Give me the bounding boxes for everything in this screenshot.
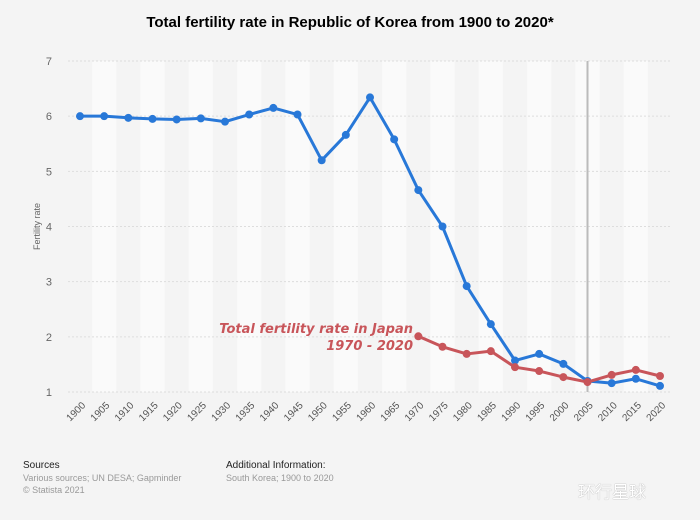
x-tick-label: 1965	[379, 400, 403, 424]
sources-block: Sources Various sources; UN DESA; Gapmin…	[23, 460, 181, 496]
data-point	[341, 130, 350, 139]
x-tick-label: 1940	[258, 400, 282, 424]
x-tick-label: 2020	[645, 400, 669, 424]
data-point	[462, 349, 471, 358]
sources-heading: Sources	[23, 460, 60, 471]
data-point	[221, 117, 229, 126]
x-tick-label: 1975	[427, 400, 451, 424]
data-point	[656, 381, 664, 390]
x-tick-label: 1925	[185, 400, 209, 424]
column-band	[527, 61, 552, 392]
data-point	[438, 222, 447, 231]
x-tick-label: 2010	[596, 400, 620, 424]
x-tick-label: 1915	[137, 400, 161, 424]
x-tick-label: 1920	[161, 400, 185, 424]
info-heading: Additional Information:	[226, 460, 326, 471]
data-point	[559, 359, 568, 368]
data-point	[366, 93, 374, 102]
data-point	[196, 114, 205, 123]
column-band	[623, 61, 648, 392]
data-point	[559, 373, 568, 382]
x-tick-label: 1985	[475, 400, 499, 424]
data-point	[535, 349, 544, 358]
y-tick-label: 7	[46, 56, 52, 68]
copyright[interactable]: © Statista 2021	[23, 485, 85, 495]
y-axis-label: Fertility rate	[32, 203, 42, 250]
info-text: South Korea; 1900 to 2020	[226, 473, 334, 483]
annotation-line2: 1970 - 2020	[326, 339, 413, 354]
data-point	[124, 113, 133, 122]
data-point	[245, 110, 254, 119]
data-point	[631, 374, 640, 383]
data-point	[631, 365, 640, 374]
x-tick-label: 1900	[65, 400, 89, 424]
x-tick-label: 1970	[403, 400, 427, 424]
x-tick-label: 1950	[306, 400, 330, 424]
chart-title: Total fertility rate in Republic of Kore…	[146, 14, 554, 31]
x-tick-label: 1960	[355, 400, 379, 424]
x-tick-label: 2005	[572, 400, 596, 424]
sources-text: Various sources; UN DESA; Gapminder	[23, 473, 182, 483]
data-point	[607, 379, 616, 388]
data-point	[414, 332, 423, 341]
column-band	[478, 61, 503, 392]
x-tick-label: 2015	[620, 400, 644, 424]
annotation-line1: Total fertility rate in Japan	[219, 322, 413, 337]
y-tick-label: 2	[46, 332, 52, 344]
data-point	[438, 342, 447, 351]
data-point	[583, 378, 592, 387]
column-band	[382, 61, 407, 392]
y-tick-label: 4	[46, 222, 52, 234]
x-tick-label: 1945	[282, 400, 306, 424]
y-tick-label: 6	[46, 111, 52, 123]
x-tick-label: 1995	[524, 400, 548, 424]
data-point	[390, 135, 399, 144]
data-point	[511, 363, 519, 372]
data-point	[148, 114, 157, 123]
data-point	[535, 367, 544, 376]
data-point	[607, 370, 616, 379]
additional-info-block: Additional Information: South Korea; 190…	[226, 460, 334, 484]
data-point	[317, 156, 326, 165]
data-point	[76, 112, 84, 121]
x-tick-label: 1935	[234, 400, 258, 424]
data-point	[172, 115, 181, 124]
data-point	[486, 347, 495, 356]
data-point	[293, 110, 302, 119]
data-point	[269, 103, 278, 112]
x-tick-label: 2000	[548, 400, 572, 424]
x-tick-label: 1980	[451, 400, 475, 424]
watermark: 环行星球	[578, 483, 646, 502]
data-point	[462, 282, 471, 291]
x-tick-label: 1955	[330, 400, 354, 424]
data-point	[486, 320, 495, 329]
y-tick-label: 3	[46, 277, 52, 289]
x-tick-label: 1930	[210, 400, 234, 424]
x-tick-label: 1910	[113, 400, 137, 424]
data-point	[100, 112, 109, 121]
x-tick-label: 1990	[500, 400, 524, 424]
data-point	[656, 372, 664, 381]
data-point	[414, 186, 423, 195]
x-tick-label: 1905	[89, 400, 113, 424]
y-tick-label: 5	[46, 166, 52, 178]
y-tick-label: 1	[46, 387, 52, 399]
data-point	[511, 356, 519, 365]
